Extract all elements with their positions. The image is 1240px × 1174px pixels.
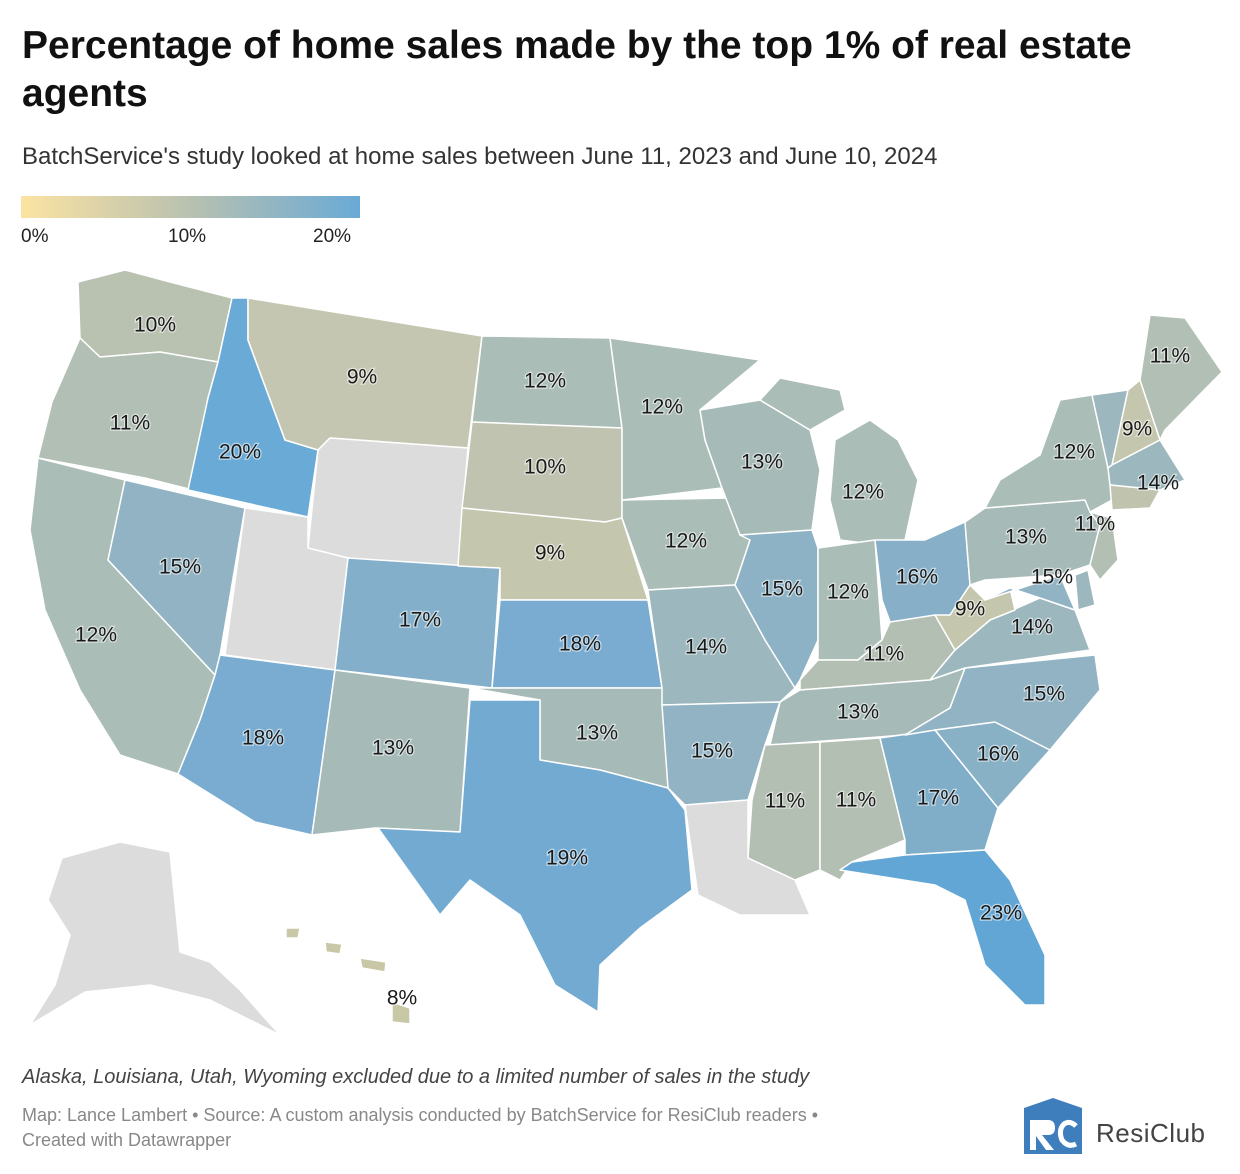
label-indiana: 12% [827,581,869,604]
logo-mark-cutout [1030,1120,1055,1150]
label-tennessee: 13% [837,701,879,724]
state-connecticut[interactable] [1109,484,1161,511]
legend-label-max: 20% [313,226,352,247]
label-texas: 19% [546,847,588,870]
label-kentucky: 11% [864,643,904,666]
state-texas[interactable] [377,699,693,1013]
source-line-1: Map: Lance Lambert • Source: A custom an… [22,1105,818,1125]
label-maine: 11% [1150,345,1190,368]
label-minnesota: 12% [641,396,683,419]
color-legend-bar [21,196,360,218]
label-west-virginia: 9% [955,598,985,621]
label-california: 12% [75,624,117,647]
us-choropleth-map: 10% 11% 12% 15% 20% 9% 18% 17% 13% 12% 1… [29,269,1223,1036]
state-florida[interactable] [839,849,1046,1006]
label-oregon: 11% [110,412,150,435]
label-new-mexico: 13% [372,737,414,760]
state-maryland[interactable] [984,574,1076,611]
label-idaho: 20% [219,441,261,464]
state-new-jersey[interactable] [1089,511,1119,581]
footnote: Alaska, Louisiana, Utah, Wyoming exclude… [22,1066,810,1088]
label-nebraska: 9% [535,542,565,565]
state-michigan-up[interactable] [759,377,846,431]
label-colorado: 17% [399,609,441,632]
legend-label-min: 0% [21,226,49,247]
state-louisiana[interactable] [684,799,811,916]
label-montana: 9% [347,366,377,389]
label-kansas: 18% [559,633,601,656]
chart-subtitle: BatchService's study looked at home sale… [22,143,938,170]
label-south-carolina: 16% [977,743,1019,766]
legend-label-mid: 10% [168,226,207,247]
resiclub-logo-text: ResiClub [1096,1118,1206,1148]
state-wyoming[interactable] [307,437,469,567]
label-alabama: 11% [836,789,876,812]
state-delaware[interactable] [1074,569,1096,611]
state-north-carolina[interactable] [904,654,1101,751]
label-north-dakota: 12% [524,370,566,393]
label-new-hampshire: 9% [1122,418,1152,441]
label-nevada: 15% [159,556,201,579]
label-georgia: 17% [917,787,959,810]
state-hawaii-1[interactable] [285,927,301,939]
label-arkansas: 15% [691,740,733,763]
chart-title: Percentage of home sales made by the top… [22,24,1132,115]
label-new-jersey: 11% [1075,513,1115,536]
source-credit: Map: Lance Lambert • Source: A custom an… [22,1103,1002,1153]
label-arizona: 18% [242,727,284,750]
resiclub-logo-mark [1024,1098,1082,1154]
source-line-2: Created with Datawrapper [22,1130,232,1150]
label-south-dakota: 10% [524,456,566,479]
label-mississippi: 11% [765,790,805,813]
label-maryland: 15% [1031,566,1073,589]
state-hawaii-3[interactable] [359,957,387,973]
label-hawaii: 8% [387,987,417,1010]
label-illinois: 15% [761,578,803,601]
label-michigan: 12% [842,481,884,504]
state-hawaii-4[interactable] [391,1001,411,1025]
label-florida: 23% [980,902,1022,925]
state-illinois[interactable] [734,529,819,689]
logo-mark-c [1057,1119,1078,1148]
label-north-carolina: 15% [1023,683,1065,706]
state-alaska[interactable] [29,841,281,1036]
label-washington: 10% [134,314,176,337]
label-wisconsin: 13% [741,451,783,474]
label-virginia: 14% [1011,616,1053,639]
resiclub-logo: ResiClub [1024,1098,1224,1154]
label-ohio: 16% [896,566,938,589]
label-oklahoma: 13% [576,722,618,745]
state-hawaii-2[interactable] [324,941,343,955]
label-massachusetts: 14% [1137,472,1179,495]
label-missouri: 14% [685,636,727,659]
label-iowa: 12% [665,530,707,553]
label-pennsylvania: 13% [1005,526,1047,549]
label-new-york: 12% [1053,441,1095,464]
